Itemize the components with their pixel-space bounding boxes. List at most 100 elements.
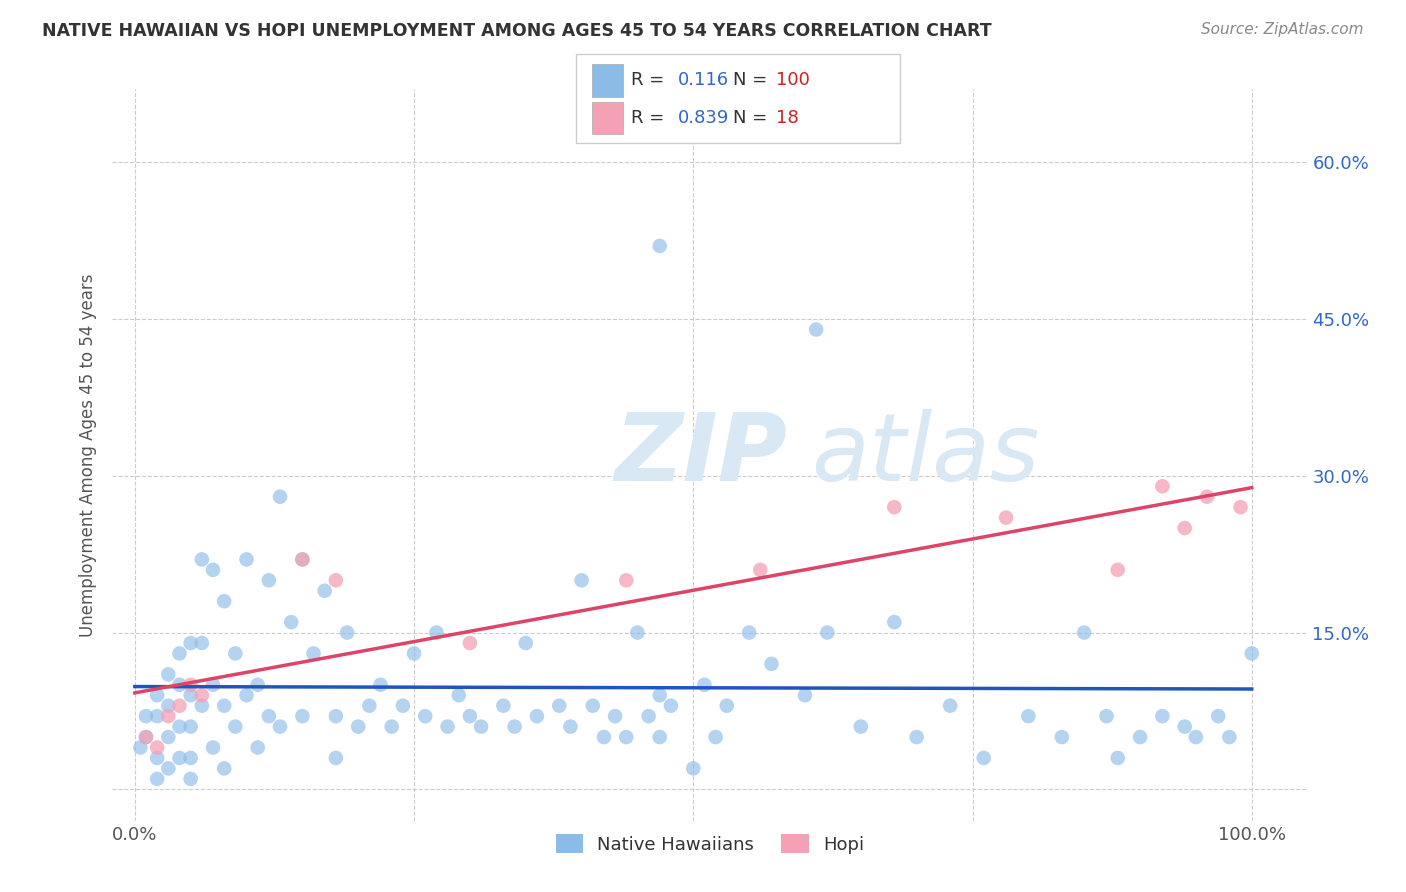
- Point: [191, 688, 214, 702]
- Point: [614, 574, 637, 588]
- Point: [359, 698, 381, 713]
- Point: [269, 720, 291, 734]
- Y-axis label: Unemployment Among Ages 45 to 54 years: Unemployment Among Ages 45 to 54 years: [79, 273, 97, 637]
- Point: [458, 709, 481, 723]
- Point: [1050, 730, 1073, 744]
- Point: [682, 761, 704, 775]
- Point: [716, 698, 738, 713]
- Point: [1206, 709, 1229, 723]
- Point: [392, 698, 415, 713]
- Point: [235, 552, 257, 566]
- Point: [246, 740, 269, 755]
- Point: [381, 720, 404, 734]
- Point: [169, 647, 191, 661]
- Point: [235, 688, 257, 702]
- Point: [704, 730, 727, 744]
- Point: [1174, 521, 1197, 535]
- Point: [257, 574, 280, 588]
- Point: [146, 740, 169, 755]
- Point: [503, 720, 526, 734]
- Point: [169, 720, 191, 734]
- Point: [693, 678, 716, 692]
- Point: [370, 678, 392, 692]
- Point: [201, 740, 224, 755]
- Point: [1185, 730, 1208, 744]
- Point: [169, 678, 191, 692]
- Point: [224, 647, 246, 661]
- Point: [129, 740, 152, 755]
- Text: Source: ZipAtlas.com: Source: ZipAtlas.com: [1201, 22, 1364, 37]
- Point: [560, 720, 582, 734]
- Point: [436, 720, 458, 734]
- Point: [458, 636, 481, 650]
- Text: ZIP: ZIP: [614, 409, 787, 501]
- Point: [135, 730, 157, 744]
- Point: [883, 500, 905, 515]
- Point: [905, 730, 928, 744]
- Point: [648, 239, 671, 253]
- Text: 18: 18: [776, 109, 799, 128]
- Point: [291, 552, 314, 566]
- Point: [402, 647, 425, 661]
- Point: [571, 574, 593, 588]
- Point: [314, 583, 336, 598]
- Point: [280, 615, 302, 629]
- Point: [146, 772, 169, 786]
- Point: [515, 636, 537, 650]
- Text: R =: R =: [631, 71, 671, 89]
- Point: [1197, 490, 1219, 504]
- Point: [447, 688, 470, 702]
- Point: [180, 636, 202, 650]
- Point: [413, 709, 436, 723]
- Point: [1218, 730, 1240, 744]
- Text: R =: R =: [631, 109, 671, 128]
- Text: atlas: atlas: [811, 409, 1040, 500]
- Point: [1073, 625, 1095, 640]
- Point: [1152, 709, 1174, 723]
- Point: [180, 772, 202, 786]
- Point: [815, 625, 838, 640]
- Point: [325, 574, 347, 588]
- Point: [180, 720, 202, 734]
- Point: [1152, 479, 1174, 493]
- Point: [849, 720, 872, 734]
- Text: N =: N =: [733, 109, 772, 128]
- Point: [1174, 720, 1197, 734]
- Point: [135, 730, 157, 744]
- Point: [637, 709, 659, 723]
- Point: [224, 720, 246, 734]
- Point: [157, 698, 180, 713]
- Point: [738, 625, 761, 640]
- Point: [291, 709, 314, 723]
- Point: [593, 730, 616, 744]
- Point: [302, 647, 325, 661]
- Point: [146, 688, 169, 702]
- Point: [146, 751, 169, 765]
- Point: [973, 751, 995, 765]
- Point: [180, 678, 202, 692]
- Point: [169, 751, 191, 765]
- Point: [269, 490, 291, 504]
- Point: [1129, 730, 1152, 744]
- Point: [169, 698, 191, 713]
- Point: [191, 636, 214, 650]
- Point: [749, 563, 772, 577]
- Text: 0.116: 0.116: [678, 71, 728, 89]
- Point: [939, 698, 962, 713]
- Point: [257, 709, 280, 723]
- Point: [648, 688, 671, 702]
- Point: [180, 688, 202, 702]
- Point: [201, 678, 224, 692]
- Point: [794, 688, 817, 702]
- Point: [883, 615, 905, 629]
- Point: [425, 625, 447, 640]
- Point: [135, 709, 157, 723]
- Point: [659, 698, 682, 713]
- Point: [1095, 709, 1118, 723]
- Point: [1017, 709, 1039, 723]
- Point: [157, 730, 180, 744]
- Point: [246, 678, 269, 692]
- Point: [804, 322, 827, 336]
- Point: [614, 730, 637, 744]
- Text: 100: 100: [776, 71, 810, 89]
